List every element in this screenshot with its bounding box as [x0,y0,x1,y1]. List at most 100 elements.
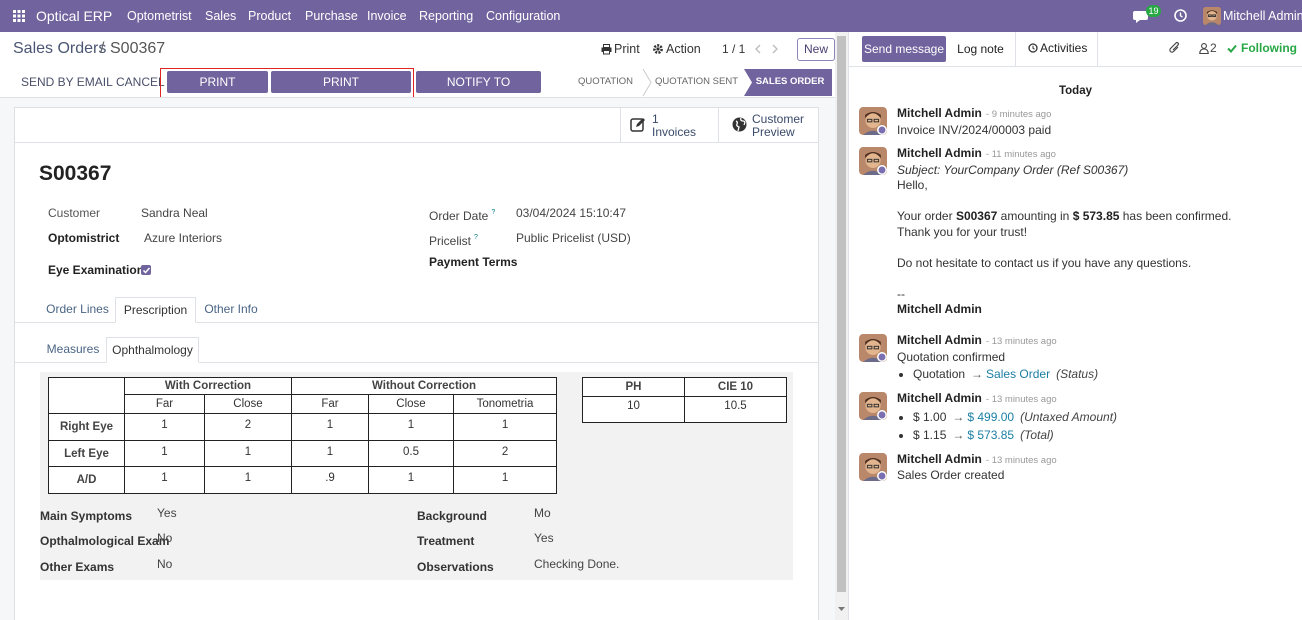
header-button[interactable]: CANCEL [116,75,165,89]
breadcrumb-current: S00367 [110,40,166,57]
pager-value[interactable]: 1 / 1 [722,42,746,56]
field-value[interactable]: Yes [534,531,554,545]
print-icon[interactable] [601,44,612,55]
pager-next[interactable] [772,44,778,54]
field-value[interactable]: Checking Done. [534,557,620,571]
field-value[interactable]: No [157,557,173,571]
field-label: Opthalmological Exam [40,534,170,548]
field-value[interactable]: No [157,531,173,545]
field-label: Treatment [417,534,475,548]
breadcrumb-parent[interactable]: Sales Orders [13,40,107,57]
cell: 1 [452,466,558,494]
action-gear-icon[interactable] [653,44,663,54]
field-value[interactable]: Mo [534,506,551,520]
menu-item[interactable]: Invoice [367,9,407,23]
menu-item[interactable]: Configuration [486,9,561,23]
following-check-part [1227,44,1237,53]
status-stage[interactable]: SALES ORDER [755,76,825,87]
field-value[interactable]: Yes [157,506,177,520]
apps-menu-icon[interactable] [13,10,25,22]
message-header: Mitchell Admin - 13 minutes ago [897,452,1295,469]
notebook-subtab[interactable]: Ophthalmology [106,337,199,363]
author-name[interactable]: Mitchell Admin [897,391,982,405]
send-message-button[interactable]: Send message [862,36,946,62]
following-check[interactable] [1227,44,1237,53]
action-gear-icon-part [653,44,663,54]
field-value[interactable]: 03/04/2024 15:10:47 [516,206,627,220]
print-button[interactable]: Print [614,42,640,56]
new-button[interactable]: New [797,38,835,61]
activity-clock-icon[interactable] [1174,9,1187,22]
row-label: Right Eye [48,413,125,441]
notebook-tab[interactable]: Other Info [204,302,258,316]
message: Mitchell Admin - 13 minutes ago Quotation … [859,333,1295,383]
user-avatar[interactable] [1203,7,1221,25]
statusbar-shape-part [744,69,832,96]
smart-button-text[interactable]: 1 [652,112,659,126]
menu-item[interactable]: Sales [205,9,237,23]
user-name[interactable]: Mitchell Admin [1223,9,1302,23]
activities-tab[interactable] [1016,32,1098,66]
following-button[interactable]: Following [1241,41,1297,55]
scrollbar-thumb[interactable] [837,36,846,592]
author-avatar-part [865,397,881,413]
help-tooltip[interactable]: ? [474,234,478,241]
smart-button-text[interactable]: Customer [752,112,805,126]
pager-previous[interactable] [755,44,761,54]
message-header: Mitchell Admin - 11 minutes ago [897,146,1295,163]
author-name[interactable]: Mitchell Admin [897,451,982,466]
checkbox[interactable] [141,265,151,275]
print-icon-part [603,44,610,48]
tracking-item: Quotation →Sales Order (Status) [913,365,1295,383]
scroll-down-arrow[interactable] [838,607,845,612]
user-avatar-part [1207,10,1217,21]
help-tooltip[interactable]: ? [491,209,496,216]
new-value: Sales Order [986,367,1051,381]
apps-menu-icon-part [17,10,21,13]
log-note-tab[interactable]: Log note [946,32,1016,66]
status-stage[interactable]: QUOTATION SENT [654,76,739,87]
author-avatar-part [866,403,873,408]
header-button-primary[interactable]: NOTIFY TO CUSTOMER [416,71,541,111]
author-status [877,410,887,420]
notebook-tab[interactable]: Prescription [115,297,196,323]
menu-item[interactable]: Product [248,9,292,23]
field-value[interactable]: Public Pricelist (USD) [516,231,631,245]
smart-button-text[interactable]: Preview [752,125,795,139]
followers-icon[interactable] [1199,43,1209,55]
menu-item[interactable]: Reporting [419,9,474,23]
messages-icon[interactable] [1133,10,1148,23]
followers-count[interactable]: 2 [1210,41,1217,55]
field-value[interactable]: Sandra Neal [141,206,208,220]
notebook-tab[interactable]: Order Lines [46,302,109,316]
menu-item[interactable]: Purchase [305,9,358,23]
attachment-icon[interactable] [1169,42,1180,54]
apps-menu-icon-part [22,10,25,13]
smart-button[interactable] [620,108,718,142]
header-button[interactable]: SEND BY EMAIL [21,75,113,89]
author-name[interactable]: Mitchell Admin [897,333,982,347]
smart-button[interactable] [718,108,819,142]
chatter-border [848,32,849,620]
ph-header: CIE 10 [684,377,787,397]
column-header: Far [124,394,205,414]
activities-label[interactable]: Activities [1040,41,1088,55]
column-header-row: Far Close Far Close Tonometria [49,394,558,414]
menu-item[interactable]: Optometrist [127,9,192,23]
apps-menu-icon-part [17,19,21,22]
field-value[interactable]: Azure Interiors [144,231,223,245]
message-time: - 13 minutes ago [985,454,1057,466]
smart-button-text[interactable]: Invoices [652,125,697,139]
author-name[interactable]: Mitchell Admin [897,106,982,120]
notebook-subtab[interactable]: Measures [46,342,100,356]
apps-menu-icon-part [22,14,25,18]
activity-clock-icon-part [1179,12,1183,18]
messages-icon-part [1133,11,1148,23]
app-name[interactable]: Optical ERP [36,8,113,24]
print-icon-part [603,50,610,55]
cell: 1 [204,440,292,467]
action-button[interactable]: Action [666,42,701,56]
status-stage[interactable]: QUOTATION [577,76,634,87]
text-segment: has been confirmed. [1119,209,1232,223]
author-name[interactable]: Mitchell Admin [897,146,982,160]
